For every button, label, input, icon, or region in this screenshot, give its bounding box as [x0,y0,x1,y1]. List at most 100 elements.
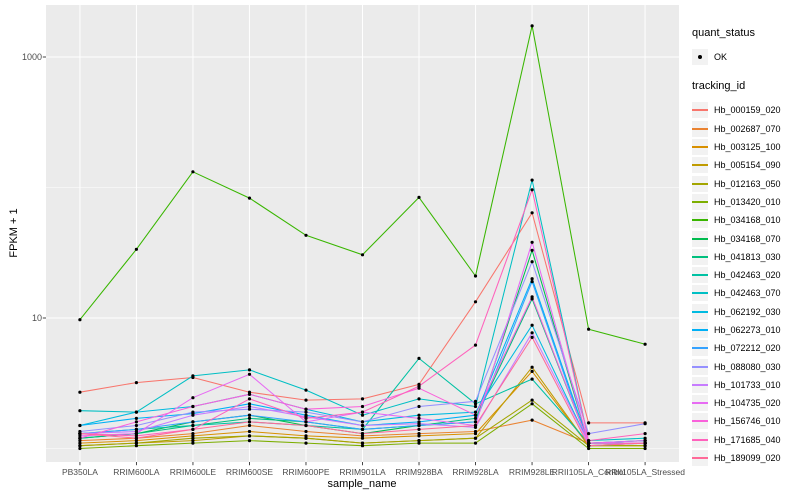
data-point [191,413,195,417]
data-point [587,444,591,448]
data-point [473,402,478,406]
data-point [78,441,82,445]
legend-item-label: Hb_042463_020 [714,270,781,281]
data-point [134,420,138,424]
legend-line-swatch [692,438,708,441]
legend-line-swatch [692,255,708,258]
data-point [78,409,82,413]
legend-key-box [692,413,708,430]
legend-item: Hb_005154_090 [692,156,797,174]
x-axis-title: sample_name [327,478,397,490]
x-tick-label: RRIM600LA [113,467,160,477]
legend-item: Hb_042463_020 [692,266,797,284]
legend-key-box [692,49,708,66]
data-point [417,427,421,431]
legend-line-swatch [692,200,708,203]
legend-item: Hb_072212_020 [692,339,797,357]
data-point [473,416,478,420]
legend-entries: Hb_000159_020 Hb_002687_070 Hb_003125_100 H… [692,101,797,467]
data-point [78,436,82,440]
data-point [304,233,308,237]
data-point [473,413,478,417]
legend-line-swatch [692,182,708,185]
legend-item-label: Hb_003125_100 [714,142,781,153]
data-point [78,434,82,438]
legend-item: Hb_012163_050 [692,174,797,192]
data-point [247,196,252,200]
legend-item-label: Hb_005154_090 [714,160,781,171]
data-point [134,423,138,428]
legend-item-label: Hb_171685_040 [714,434,781,445]
data-point [643,441,647,445]
legend-title-quant-status: quant_status [692,27,755,39]
legend-item: Hb_041813_030 [692,248,797,266]
legend-key-box [692,248,708,265]
data-point [587,446,591,451]
data-point [247,402,252,406]
data-point [587,432,591,436]
data-point [247,372,252,376]
data-point [360,397,365,401]
data-point [417,432,421,436]
x-tick-label: RRIM600PE [282,467,330,477]
data-point [643,432,647,436]
data-point [247,439,252,443]
legend-item: Hb_000159_020 [692,101,797,119]
y-tick-label: 1000 [21,51,42,62]
legend-item: Hb_002687_070 [692,120,797,138]
legend-item-label: OK [714,52,728,63]
data-point [191,170,195,174]
data-point [643,446,647,451]
data-point [417,195,421,199]
data-point [530,280,534,284]
data-point [530,331,534,335]
legend-title-tracking-id: tracking_id [692,80,746,93]
legend-key-box [692,450,708,467]
legend-line-swatch [692,274,708,277]
data-point [191,374,195,378]
data-point [530,277,534,281]
legend-item: Hb_062273_010 [692,321,797,339]
data-point [473,410,478,414]
legend-item: Hb_034168_070 [692,229,797,247]
legend-item: Hb_013420_010 [692,193,797,211]
legend-item-label: Hb_189099_020 [714,453,781,464]
legend-item-label: Hb_156746_010 [714,416,781,427]
data-point [417,441,421,445]
data-point [417,422,421,426]
legend-item: Hb_062192_030 [692,303,797,321]
data-point [78,390,82,394]
legend-item-label: Hb_034168_010 [714,215,781,226]
data-point [247,434,252,438]
data-point [134,444,138,448]
legend-line-swatch [692,310,708,313]
data-point [191,410,195,414]
x-tick-label: PB350LA [61,467,98,477]
data-point [530,178,534,182]
legend-item-label: Hb_012163_050 [714,178,781,189]
data-point [247,392,252,396]
data-point [360,444,365,448]
data-point [191,420,195,424]
data-point [473,274,478,278]
data-point [360,434,365,438]
data-point [191,404,195,409]
legend-key-box [692,376,708,393]
x-tick-label: RRII105LA_Stressed [605,467,686,477]
data-point [191,434,195,438]
x-tick-label: RRIM600LE [169,467,217,477]
legend-line-swatch [692,365,708,368]
legend-key-box [692,340,708,357]
x-tick-label: RRII105LA_Control [551,467,626,477]
legend-line-swatch [692,383,708,386]
legend-item-label: Hb_041813_030 [714,251,781,262]
data-point [304,398,308,402]
data-point [473,420,478,424]
data-point [247,413,252,417]
data-point [247,368,252,372]
legend-quant-status: quant_status OK [692,27,797,66]
legend-item-label: Hb_062192_030 [714,306,781,317]
legend-item-label: Hb_002687_070 [714,123,781,134]
legend-item-label: Hb_088080_030 [714,361,781,372]
data-point [417,384,421,388]
